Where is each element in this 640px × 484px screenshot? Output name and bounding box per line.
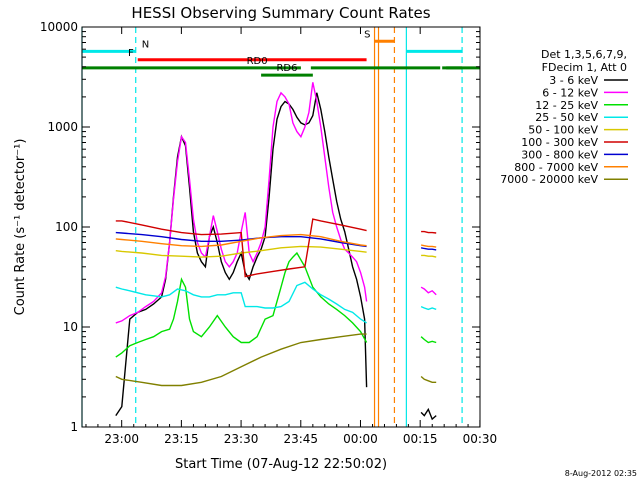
series-7000-20000-kev-line — [115, 333, 367, 387]
x-tick-label: 23:30 — [224, 432, 259, 446]
legend-entry-800-7000-kev-label: 800 - 7000 keV — [514, 161, 598, 174]
y-tick-label: 1 — [70, 420, 78, 434]
x-axis-label: Start Time (07-Aug-12 22:50:02) — [175, 457, 387, 472]
footer-timestamp: 8-Aug-2012 02:35 — [565, 469, 637, 478]
series-6-12-kev-line-after-gap — [420, 286, 437, 296]
legend-header-line: Det 1,3,5,6,7,9, — [541, 48, 627, 61]
series-25-50-kev-line-after-gap — [420, 305, 437, 311]
legend-entry-3-6-kev-label: 3 - 6 keV — [549, 74, 598, 87]
chart-title: HESSI Observing Summary Count Rates — [131, 4, 430, 22]
series-800-7000-kev-line-after-gap — [420, 244, 437, 248]
y-tick-label: 10 — [63, 320, 78, 334]
x-tick-label: 00:30 — [463, 432, 498, 446]
flag-n-label: N — [142, 39, 149, 50]
y-tick-label: 10000 — [40, 20, 78, 34]
y-axis-label: Count Rate (s⁻¹ detector⁻¹) — [13, 139, 28, 316]
legend-entry-50-100-kev-label: 50 - 100 keV — [528, 124, 598, 137]
series-7000-20000-kev-line-after-gap — [420, 375, 437, 383]
series-12-25-kev-line-after-gap — [420, 336, 437, 344]
y-tick-label: 100 — [55, 220, 78, 234]
series-3-6-kev-line-after-gap — [420, 407, 437, 421]
legend-entry-300-800-kev-label: 300 - 800 keV — [521, 148, 598, 161]
x-tick-label: 23:00 — [104, 432, 139, 446]
series-100-300-kev-line — [115, 218, 367, 278]
series-12-25-kev-line — [115, 251, 368, 358]
legend-entry-25-50-kev-label: 25 - 50 keV — [535, 111, 598, 124]
series-50-100-kev-line-after-gap — [421, 254, 437, 258]
series-100-300-kev-line-after-gap — [421, 230, 437, 234]
series-300-800-kev-line-after-gap — [420, 247, 437, 251]
legend-entry-12-25-kev-label: 12 - 25 keV — [535, 99, 598, 112]
y-axis: 1 10 100 1000 10000 — [40, 20, 480, 434]
flag-s-label: S — [364, 29, 370, 40]
plot-area: NF S RD0 RD6 — [81, 27, 480, 427]
x-tick-label: 00:00 — [343, 432, 378, 446]
flag-rd6-label: RD6 — [276, 63, 297, 74]
flag-rd0-label: RD0 — [247, 56, 268, 67]
x-tick-label: 23:15 — [164, 432, 199, 446]
flag-f-label: F — [128, 48, 134, 59]
series-50-100-kev-line — [115, 245, 367, 258]
legend-entry-6-12-kev-label: 6 - 12 keV — [542, 86, 598, 99]
x-axis: 23:00 23:15 23:30 23:45 00:00 00:15 00:30 — [85, 27, 498, 446]
series-25-50-kev-line — [115, 281, 367, 324]
series-6-12-kev-line — [115, 82, 368, 324]
legend: Det 1,3,5,6,7,9,FDecim 1, Att 03 - 6 keV… — [500, 48, 628, 186]
x-tick-label: 23:45 — [283, 432, 318, 446]
y-tick-label: 1000 — [47, 120, 78, 134]
series-800-7000-kev-line — [115, 233, 367, 248]
legend-header-line: FDecim 1, Att 0 — [542, 61, 627, 74]
series-300-800-kev-line — [115, 231, 367, 248]
x-tick-label: 00:15 — [403, 432, 438, 446]
legend-entry-100-300-kev-label: 100 - 300 keV — [521, 136, 598, 149]
legend-entry-7000-20000-kev-label: 7000 - 20000 keV — [500, 173, 598, 186]
